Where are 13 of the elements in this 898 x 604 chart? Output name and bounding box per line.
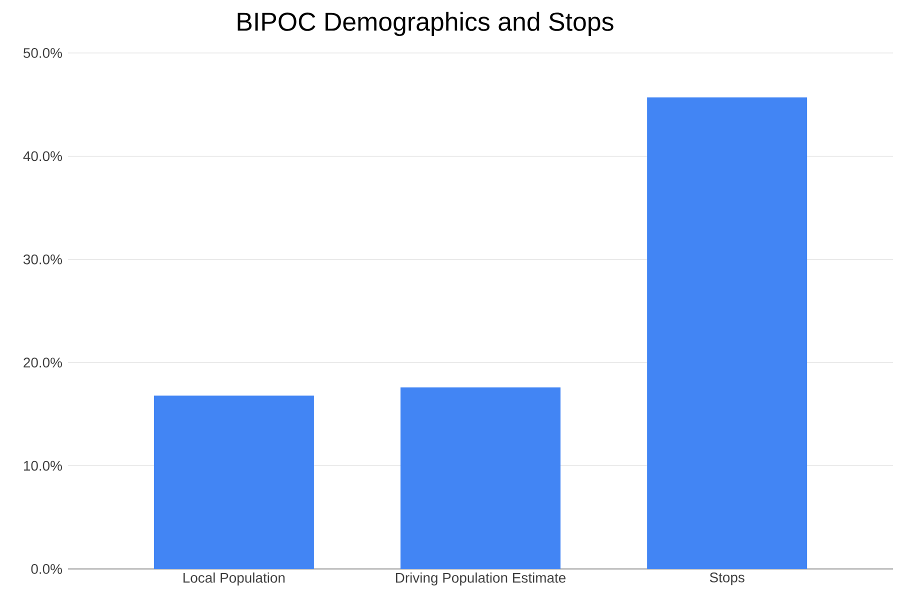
y-tick-label: 30.0% — [23, 254, 62, 264]
x-tick-label: Stops — [710, 572, 744, 586]
y-tick-label: 10.0% — [24, 460, 62, 471]
bar — [400, 387, 561, 569]
y-tick-label: 0.0% — [31, 564, 62, 574]
y-tick-label: 40.0% — [23, 151, 62, 162]
x-tick-label: Local Population — [184, 572, 285, 586]
y-tick-label: 20.0% — [24, 358, 62, 368]
chart-title: BIPOC Demographics and Stops — [238, 12, 614, 36]
bar — [647, 97, 808, 569]
x-tick-label: Driving Population Estimate — [396, 572, 566, 586]
y-tick-label: 50.0% — [24, 48, 62, 58]
bar — [154, 396, 314, 569]
